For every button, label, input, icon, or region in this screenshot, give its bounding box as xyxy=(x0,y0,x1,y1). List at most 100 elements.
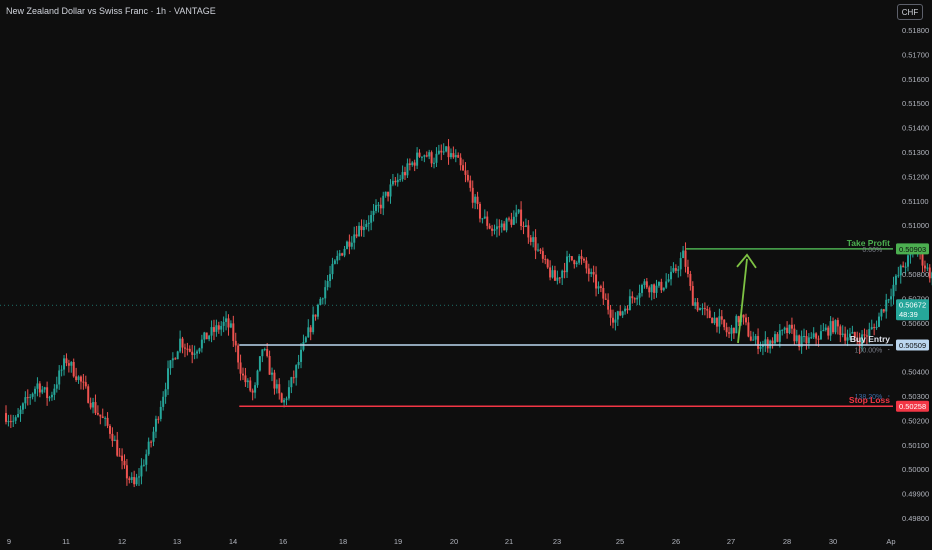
time-tick-label: 12 xyxy=(118,537,126,546)
candle-body xyxy=(205,332,208,340)
candle-body xyxy=(292,377,295,379)
candle-body xyxy=(106,417,109,426)
candle-body xyxy=(413,162,416,166)
candle-body xyxy=(887,299,890,301)
candle-body xyxy=(41,389,44,393)
candle-body xyxy=(17,414,20,418)
candle-body xyxy=(890,296,893,300)
candle-body xyxy=(239,362,242,374)
candle-body xyxy=(578,256,581,263)
candle-body xyxy=(174,358,177,360)
candle-body xyxy=(868,329,871,337)
candle-body xyxy=(365,223,368,227)
candle-body xyxy=(268,355,271,375)
candle-body xyxy=(718,316,721,327)
time-tick-label: 23 xyxy=(553,537,561,546)
price-tick-label: 0.50600 xyxy=(902,319,929,328)
candle-body xyxy=(529,237,532,242)
candle-body xyxy=(904,266,907,268)
candle-body xyxy=(241,373,244,376)
candle-body xyxy=(130,477,133,480)
candle-body xyxy=(604,298,607,300)
candle-body xyxy=(752,339,755,341)
candle-body xyxy=(275,384,278,389)
candle-body xyxy=(749,336,752,341)
candle-body xyxy=(232,323,235,341)
time-tick-label: 14 xyxy=(229,537,237,546)
candle-body xyxy=(210,327,213,336)
candle-body xyxy=(111,433,114,441)
candle-body xyxy=(720,316,723,320)
candle-body xyxy=(728,332,731,334)
time-tick-label: 30 xyxy=(829,537,837,546)
candle-body xyxy=(682,250,685,259)
candle-body xyxy=(280,393,283,403)
price-tick-label: 0.49900 xyxy=(902,490,929,499)
candle-body xyxy=(176,351,179,360)
candle-body xyxy=(60,369,63,371)
target-arrow-head xyxy=(736,253,757,269)
time-tick-label: 9 xyxy=(7,537,11,546)
candle-body xyxy=(628,296,631,311)
candle-body xyxy=(836,320,839,327)
candle-body xyxy=(696,302,699,311)
candle-body xyxy=(287,387,290,399)
candle-body xyxy=(471,187,474,203)
candle-body xyxy=(399,179,402,181)
candle-body xyxy=(844,333,847,341)
candle-body xyxy=(416,152,419,166)
candle-body xyxy=(759,346,762,349)
candle-body xyxy=(474,196,477,203)
candle-body xyxy=(418,152,421,157)
levels-layer: 0.00% 100.00% 138.20% Take Profit Buy Entry S… xyxy=(0,238,893,408)
candle-body xyxy=(297,361,300,366)
candle-body xyxy=(665,281,668,288)
candle-body xyxy=(631,296,634,299)
candle-body xyxy=(861,334,864,347)
candle-body xyxy=(12,420,15,422)
candle-body xyxy=(55,384,58,389)
candle-body xyxy=(89,402,92,408)
price-tick-label: 0.51300 xyxy=(902,148,929,157)
candle-body xyxy=(764,339,767,345)
chart-title: New Zealand Dollar vs Swiss Franc · 1h ·… xyxy=(6,6,216,16)
candle-body xyxy=(396,179,399,183)
candle-body xyxy=(503,223,506,231)
candle-body xyxy=(798,335,801,347)
candle-body xyxy=(677,269,680,271)
candle-body xyxy=(846,337,849,341)
candle-body xyxy=(539,249,542,252)
currency-button[interactable]: CHF xyxy=(897,4,923,20)
candle-body xyxy=(897,275,900,277)
price-tick-label: 0.51100 xyxy=(902,197,929,206)
candle-body xyxy=(208,335,211,340)
candle-body xyxy=(832,321,835,333)
price-tick-label: 0.50200 xyxy=(902,416,929,425)
axes-layer: 0.51800 0.51700 0.51600 0.51500 0.51400 0.513… xyxy=(7,26,929,546)
candle-body xyxy=(507,218,510,220)
candle-body xyxy=(819,331,822,340)
candle-body xyxy=(273,372,276,389)
candle-body xyxy=(121,455,124,461)
candle-body xyxy=(295,365,298,378)
candle-body xyxy=(781,329,784,331)
candle-body xyxy=(26,397,29,399)
candle-body xyxy=(636,297,639,300)
candle-body xyxy=(568,256,571,258)
candle-body xyxy=(645,281,648,288)
candle-body xyxy=(94,402,97,413)
candle-body xyxy=(786,327,789,334)
candle-body xyxy=(848,333,851,338)
price-tick-label: 0.51800 xyxy=(902,26,929,35)
candle-body xyxy=(520,209,523,227)
candle-body xyxy=(24,397,27,404)
candle-body xyxy=(67,363,70,366)
candle-body xyxy=(244,375,247,383)
candle-body xyxy=(742,314,745,318)
candle-body xyxy=(138,476,141,478)
candle-body xyxy=(907,255,910,267)
candle-body xyxy=(406,163,409,176)
candle-body xyxy=(817,338,820,340)
